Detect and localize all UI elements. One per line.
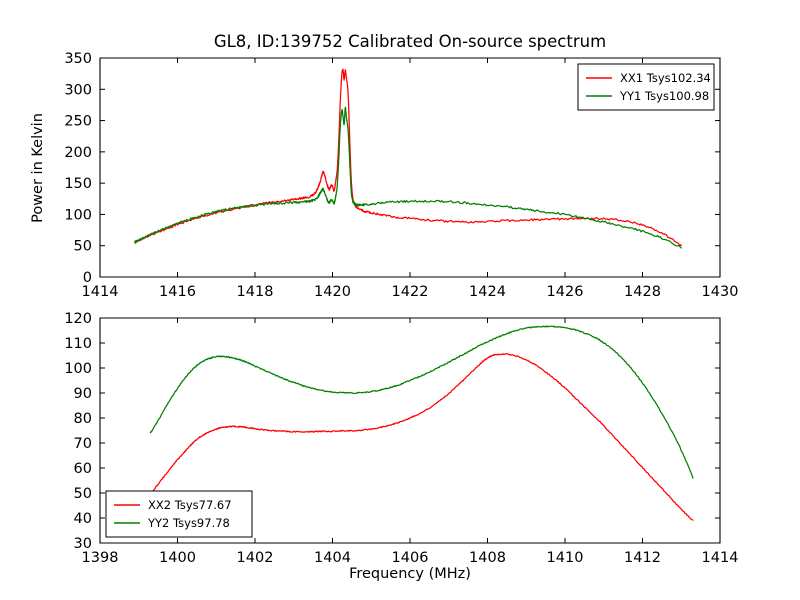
x-tick-label: 1428 — [624, 284, 661, 300]
bottom-legend[interactable]: XX2 Tsys77.67 YY2 Tsys97.78 — [105, 490, 253, 538]
legend-label: YY1 Tsys100.98 — [619, 89, 709, 103]
y-tick-label: 110 — [64, 336, 92, 352]
y-tick-label: 90 — [74, 386, 92, 402]
legend-label: XX2 Tsys77.67 — [148, 498, 232, 512]
y-tick-label: 350 — [64, 51, 92, 67]
top-panel: GL8, ID:139752 Calibrated On-source spec… — [30, 32, 738, 300]
y-tick-label: 120 — [64, 311, 92, 327]
bottom-axis-ticks: 1398 1400 1402 1404 1406 1408 1410 1412 1414 30 40… — [64, 311, 738, 566]
x-tick-label: 1414 — [82, 284, 119, 300]
y-tick-label: 60 — [74, 461, 92, 477]
x-tick-label: 1400 — [159, 550, 196, 566]
x-tick-label: 1420 — [314, 284, 351, 300]
y-tick-label: 50 — [74, 486, 92, 502]
bottom-axis-frame — [99, 317, 721, 544]
bottom-panel: 1398 1400 1402 1404 1406 1408 1410 1412 1414 30 40… — [64, 311, 738, 582]
x-tick-label: 1418 — [237, 284, 274, 300]
y-tick-label: 100 — [64, 207, 92, 223]
y-tick-label: 80 — [74, 411, 92, 427]
x-tick-label: 1398 — [82, 550, 119, 566]
y-tick-label: 250 — [64, 114, 92, 130]
top-axis-frame — [99, 57, 721, 278]
top-legend[interactable]: XX1 Tsys102.34 YY1 Tsys100.98 — [577, 63, 715, 111]
y-tick-label: 150 — [64, 176, 92, 192]
data-series-line — [149, 353, 694, 521]
x-tick-label: 1404 — [314, 550, 351, 566]
y-tick-label: 100 — [64, 361, 92, 377]
legend-frame — [105, 490, 253, 538]
data-series-line — [149, 325, 694, 479]
x-tick-label: 1414 — [702, 550, 739, 566]
y-tick-label: 70 — [74, 436, 92, 452]
x-tick-label: 1408 — [469, 550, 506, 566]
top-axis-ticks: 1414 1416 1418 1420 1422 1424 1426 1428 1430 0 50 1… — [64, 51, 738, 300]
y-tick-label: 200 — [64, 145, 92, 161]
y-tick-label: 50 — [74, 239, 92, 255]
y-tick-label: 40 — [74, 511, 92, 527]
page-title: GL8, ID:139752 Calibrated On-source spec… — [214, 32, 606, 51]
y-axis-label-top: Power in Kelvin — [30, 113, 46, 223]
x-axis-label-bottom: Frequency (MHz) — [349, 566, 471, 582]
y-tick-label: 0 — [83, 270, 92, 286]
top-series-group — [134, 68, 682, 249]
x-tick-label: 1430 — [702, 284, 739, 300]
legend-frame — [577, 63, 715, 111]
x-tick-label: 1406 — [392, 550, 429, 566]
y-tick-label: 300 — [64, 82, 92, 98]
x-tick-label: 1422 — [392, 284, 429, 300]
legend-label: YY2 Tsys97.78 — [147, 516, 230, 530]
data-series-line — [134, 68, 682, 247]
x-tick-label: 1410 — [547, 550, 584, 566]
data-series-line — [134, 106, 682, 249]
y-tick-label: 30 — [74, 536, 92, 552]
x-tick-label: 1416 — [159, 284, 196, 300]
x-tick-label: 1402 — [237, 550, 274, 566]
bottom-series-group — [149, 325, 694, 521]
legend-label: XX1 Tsys102.34 — [620, 71, 711, 85]
x-tick-label: 1424 — [469, 284, 506, 300]
x-tick-label: 1426 — [547, 284, 584, 300]
x-tick-label: 1412 — [624, 550, 661, 566]
